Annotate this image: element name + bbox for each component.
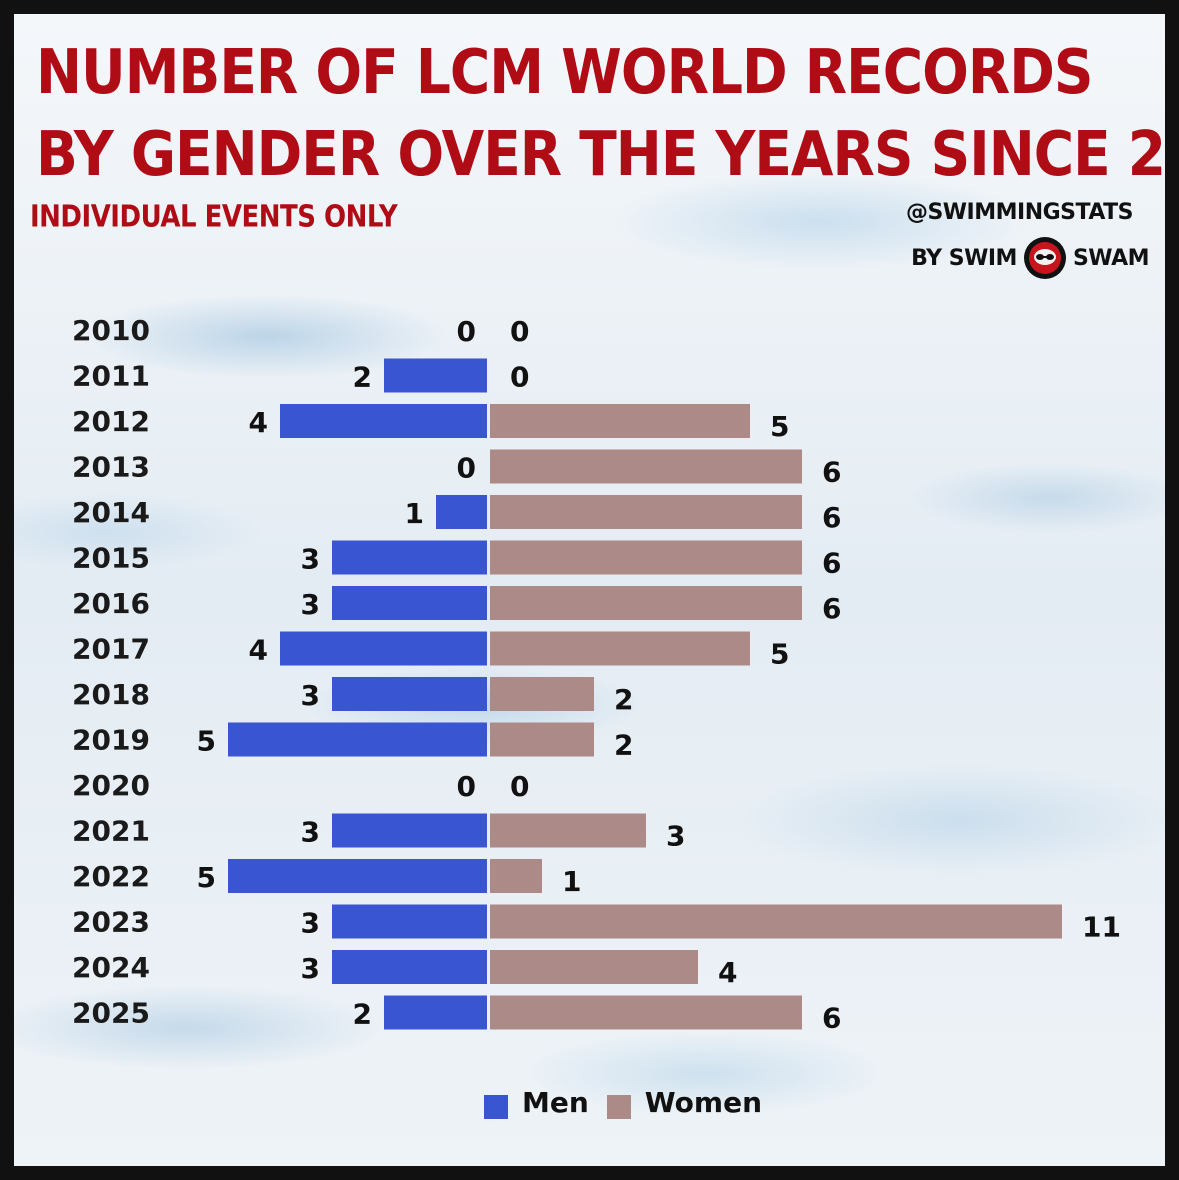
data-label-women-2025: 6	[822, 1002, 841, 1035]
data-label-men-2019: 5	[197, 725, 216, 758]
y-tick-label-2011: 2011	[72, 360, 150, 393]
data-label-men-2024: 3	[301, 952, 320, 985]
bar-women-2018	[490, 677, 594, 711]
y-tick-label-2013: 2013	[72, 451, 150, 484]
bar-men-2024	[332, 950, 487, 984]
bar-men-2011	[384, 358, 487, 393]
legend-label-men: Men	[522, 1086, 589, 1119]
bar-men-2018	[332, 677, 487, 711]
data-label-women-2011: 0	[510, 361, 529, 394]
data-label-men-2013: 0	[457, 452, 476, 485]
data-label-women-2012: 5	[770, 410, 789, 443]
infographic-frame: NUMBER OF LCM WORLD RECORDS BY GENDER OV…	[14, 14, 1165, 1166]
data-label-men-2014: 1	[405, 497, 424, 530]
y-tick-label-2018: 2018	[72, 678, 150, 711]
data-label-men-2018: 3	[301, 679, 320, 712]
data-label-women-2018: 2	[614, 683, 633, 716]
data-label-women-2013: 6	[822, 456, 841, 489]
bar-women-2024	[490, 950, 698, 984]
legend-label-women: Women	[644, 1086, 763, 1119]
y-tick-label-2010: 2010	[72, 314, 150, 347]
bar-women-2025	[490, 995, 802, 1030]
swimswam-logo-icon	[1023, 237, 1066, 279]
y-tick-label-2014: 2014	[72, 496, 150, 529]
bar-women-2012	[490, 404, 750, 438]
data-label-men-2012: 4	[249, 406, 268, 439]
y-tick-label-2022: 2022	[72, 860, 150, 893]
bar-women-2023	[490, 904, 1062, 939]
data-label-women-2023: 11	[1082, 911, 1121, 944]
data-label-men-2016: 3	[301, 588, 320, 621]
bar-women-2019	[490, 722, 594, 757]
bar-men-2014	[436, 495, 487, 529]
brand-text-right: SWAM	[1072, 245, 1150, 271]
data-label-men-2011: 2	[353, 361, 372, 394]
bar-men-2025	[384, 995, 487, 1030]
chart-title-line-1: NUMBER OF LCM WORLD RECORDS	[36, 36, 1093, 108]
data-label-men-2025: 2	[353, 998, 372, 1031]
data-label-women-2010: 0	[510, 315, 529, 348]
data-label-men-2022: 5	[197, 861, 216, 894]
chart-subtitle: INDIVIDUAL EVENTS ONLY	[30, 200, 398, 235]
bar-men-2023	[332, 904, 487, 939]
y-tick-label-2019: 2019	[72, 724, 150, 757]
bar-women-2016	[490, 586, 802, 620]
chart-legend: Men Women	[484, 1086, 762, 1119]
data-label-men-2015: 3	[301, 543, 320, 576]
y-tick-label-2017: 2017	[72, 633, 150, 666]
data-label-women-2017: 5	[770, 638, 789, 671]
chart-title-line-2: BY GENDER OVER THE YEARS SINCE 2010	[36, 118, 1165, 190]
y-tick-label-2015: 2015	[72, 542, 150, 575]
bar-women-2022	[490, 859, 542, 893]
bar-men-2021	[332, 813, 487, 848]
brand-text-left: BY SWIM	[911, 245, 1017, 271]
y-tick-label-2021: 2021	[72, 815, 150, 848]
legend-item-men: Men	[484, 1086, 589, 1119]
y-tick-label-2012: 2012	[72, 405, 150, 438]
data-label-women-2014: 6	[822, 501, 841, 534]
data-label-women-2021: 3	[666, 820, 685, 853]
brand-credit: BY SWIM SWAM	[911, 236, 1150, 280]
legend-swatch-women	[606, 1094, 631, 1119]
data-label-women-2024: 4	[718, 956, 737, 989]
bar-women-2017	[490, 631, 750, 666]
legend-swatch-men	[484, 1094, 508, 1119]
bar-women-2021	[490, 813, 646, 848]
bar-men-2015	[332, 540, 487, 575]
data-label-men-2021: 3	[301, 816, 320, 849]
y-tick-label-2024: 2024	[72, 951, 150, 984]
data-label-men-2020: 0	[457, 770, 476, 803]
bar-men-2012	[280, 404, 487, 438]
bar-women-2013	[490, 449, 802, 484]
data-label-women-2019: 2	[614, 729, 633, 762]
y-tick-label-2016: 2016	[72, 587, 150, 620]
bar-women-2015	[490, 540, 802, 575]
data-label-men-2017: 4	[249, 634, 268, 667]
data-label-women-2015: 6	[822, 547, 841, 580]
bar-men-2016	[332, 586, 487, 620]
data-label-men-2023: 3	[301, 907, 320, 940]
data-label-women-2020: 0	[510, 770, 529, 803]
bar-men-2019	[228, 722, 487, 757]
data-label-men-2010: 0	[457, 315, 476, 348]
data-label-women-2022: 1	[562, 865, 581, 898]
y-tick-label-2025: 2025	[72, 997, 150, 1030]
bar-men-2017	[280, 631, 487, 666]
legend-item-women: Women	[606, 1086, 763, 1119]
y-tick-label-2020: 2020	[72, 769, 150, 802]
social-handle: @SWIMMINGSTATS	[905, 200, 1134, 225]
bar-men-2022	[228, 859, 487, 893]
y-tick-label-2023: 2023	[72, 906, 150, 939]
data-label-women-2016: 6	[822, 592, 841, 625]
bar-women-2014	[490, 495, 802, 529]
